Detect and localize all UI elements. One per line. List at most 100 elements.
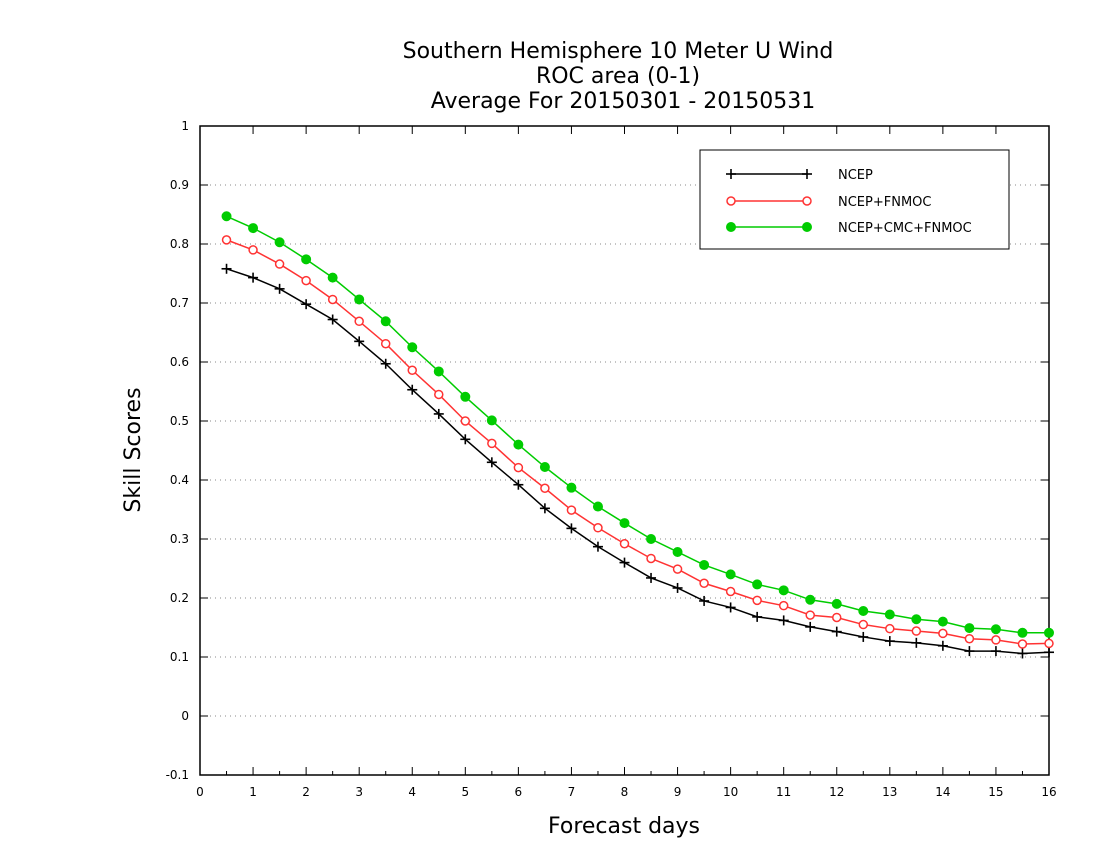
data-point — [752, 595, 762, 606]
legend-marker — [802, 169, 812, 179]
legend-label: NCEP — [838, 168, 873, 183]
data-point — [619, 557, 630, 568]
data-point — [1044, 627, 1054, 638]
data-point — [407, 342, 418, 353]
y-tick-label: 0.6 — [170, 355, 189, 369]
data-point — [699, 559, 710, 570]
legend-box — [699, 149, 1010, 250]
data-point — [646, 553, 656, 564]
legend-marker — [726, 169, 736, 179]
data-point — [380, 358, 391, 369]
data-point — [1044, 647, 1054, 658]
data-point — [699, 595, 710, 606]
data-point — [487, 438, 497, 449]
x-tick-label: 15 — [988, 785, 1003, 799]
y-tick-label: 0 — [181, 709, 189, 723]
data-point — [354, 316, 364, 327]
chart-title-line-2: ROC area (0-1) — [536, 64, 700, 89]
data-point — [911, 626, 922, 636]
data-point — [301, 275, 311, 286]
data-point — [221, 263, 232, 274]
x-tick-label: 2 — [302, 785, 310, 799]
data-point — [460, 391, 471, 402]
data-point — [274, 283, 285, 294]
grid — [200, 184, 1049, 717]
x-tick-label: 12 — [829, 785, 844, 799]
data-point — [964, 633, 975, 644]
data-point — [885, 623, 895, 634]
x-tick-label: 13 — [882, 785, 897, 799]
data-point — [566, 482, 577, 493]
data-point — [911, 637, 922, 648]
data-point — [1044, 638, 1054, 649]
y-tick-label: 0.1 — [170, 650, 189, 664]
data-point — [460, 416, 471, 426]
data-point — [486, 457, 497, 468]
legend-item: NCEP — [726, 168, 873, 183]
data-point — [725, 586, 736, 597]
data-point — [752, 579, 763, 590]
data-point — [1017, 639, 1028, 649]
chart-title-line-3: Average For 20150301 - 20150531 — [431, 89, 816, 114]
x-tick-label: 11 — [776, 785, 791, 799]
y-tick-label: 0.7 — [170, 296, 189, 310]
data-point — [460, 434, 471, 445]
legend-label: NCEP+CMC+FNMOC — [838, 221, 972, 236]
data-point — [407, 365, 417, 376]
chart-title-line-1: Southern Hemisphere 10 Meter U Wind — [403, 39, 834, 64]
x-tick-label: 16 — [1041, 785, 1056, 799]
data-point — [380, 338, 391, 349]
data-point — [407, 384, 418, 395]
data-point — [725, 569, 736, 580]
data-point — [540, 483, 550, 494]
data-point — [1017, 627, 1028, 638]
x-tick-label: 8 — [621, 785, 629, 799]
data-point — [805, 610, 815, 620]
data-point — [327, 314, 338, 325]
series-ncep-cmc-fnmoc — [221, 211, 1054, 638]
y-tick-label: -0.1 — [166, 768, 189, 782]
legend-marker — [802, 196, 812, 206]
data-point — [566, 505, 577, 515]
data-point — [672, 582, 683, 593]
data-point — [274, 237, 285, 248]
data-point — [778, 615, 789, 626]
data-point — [221, 235, 232, 245]
data-point — [513, 439, 524, 450]
data-point — [964, 623, 975, 634]
data-point — [884, 609, 895, 620]
x-tick-label: 9 — [674, 785, 682, 799]
data-point — [301, 254, 312, 265]
data-point — [354, 294, 365, 305]
data-point — [327, 294, 338, 305]
x-tick-label: 7 — [568, 785, 576, 799]
data-point — [831, 598, 842, 609]
data-point — [434, 389, 444, 400]
x-tick-label: 5 — [461, 785, 469, 799]
data-point — [778, 585, 789, 596]
y-axis: -0.1 0 0.1 0.2 0.3 0.4 0.5 0.6 0.7 0.8 0.9 1 — [166, 119, 1049, 782]
data-point — [327, 272, 338, 283]
x-tick-label: 3 — [355, 785, 363, 799]
legend-marker — [802, 222, 812, 232]
data-point — [990, 646, 1001, 657]
data-point — [937, 616, 948, 627]
legend-item: NCEP+CMC+FNMOC — [726, 221, 972, 236]
data-point — [539, 503, 550, 514]
data-point — [433, 366, 444, 377]
data-point — [938, 628, 948, 639]
y-tick-label: 0.4 — [170, 473, 189, 487]
y-tick-label: 0.8 — [170, 237, 189, 251]
data-point — [619, 518, 630, 529]
x-tick-label: 0 — [196, 785, 204, 799]
data-point — [646, 572, 657, 583]
data-point — [513, 462, 524, 473]
data-point — [301, 299, 312, 310]
legend: NCEP NCEP+FNMOC NCEP+CMC+FNMOC — [699, 149, 1010, 250]
x-axis: 0 1 2 3 4 5 6 7 8 9 10 11 12 13 14 15 16 — [196, 126, 1057, 799]
data-point — [593, 523, 603, 533]
y-tick-label: 0.2 — [170, 591, 189, 605]
data-point — [778, 600, 789, 611]
legend-marker — [726, 196, 736, 206]
